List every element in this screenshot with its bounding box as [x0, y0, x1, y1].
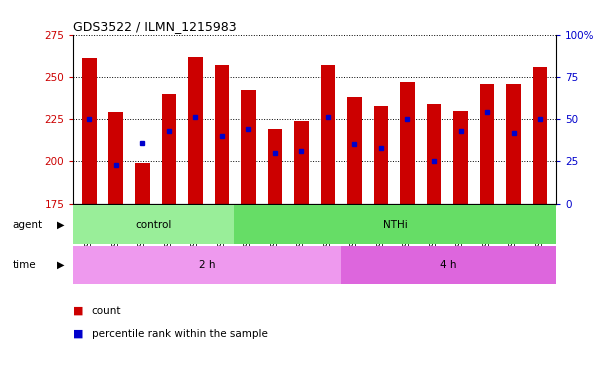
- Bar: [321, 65, 335, 204]
- Bar: [347, 97, 362, 204]
- Text: percentile rank within the sample: percentile rank within the sample: [92, 329, 268, 339]
- Text: ■: ■: [73, 329, 87, 339]
- Bar: [73, 246, 342, 284]
- Bar: [73, 205, 234, 244]
- Bar: [294, 121, 309, 204]
- Bar: [214, 65, 229, 204]
- Text: 4 h: 4 h: [441, 260, 457, 270]
- Bar: [453, 111, 468, 204]
- Bar: [135, 163, 150, 204]
- Text: GDS3522 / ILMN_1215983: GDS3522 / ILMN_1215983: [73, 20, 237, 33]
- Text: 2 h: 2 h: [199, 260, 216, 270]
- Text: count: count: [92, 306, 121, 316]
- Bar: [426, 104, 441, 204]
- Bar: [109, 112, 123, 204]
- Text: ■: ■: [73, 306, 87, 316]
- Text: time: time: [12, 260, 36, 270]
- Text: control: control: [136, 220, 172, 230]
- Bar: [400, 82, 415, 204]
- Bar: [480, 84, 494, 204]
- Text: ▶: ▶: [57, 220, 64, 230]
- Bar: [188, 56, 203, 204]
- Bar: [241, 90, 255, 204]
- Bar: [82, 58, 97, 204]
- Text: NTHi: NTHi: [382, 220, 408, 230]
- Bar: [234, 205, 556, 244]
- Bar: [342, 246, 556, 284]
- Text: agent: agent: [12, 220, 42, 230]
- Bar: [161, 94, 176, 204]
- Text: ▶: ▶: [57, 260, 64, 270]
- Bar: [374, 106, 388, 204]
- Bar: [533, 67, 547, 204]
- Bar: [268, 129, 282, 204]
- Bar: [507, 84, 521, 204]
